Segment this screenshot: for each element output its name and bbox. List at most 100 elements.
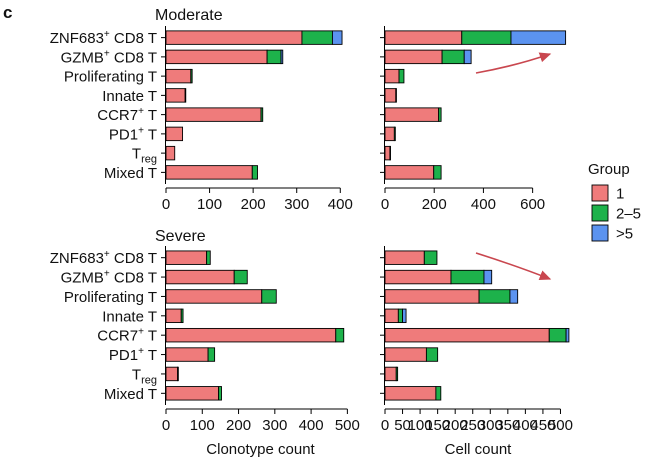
legend: Group 1 2–5 >5 — [588, 161, 641, 243]
legend-label: >5 — [616, 226, 633, 243]
x-tick-label: 300 — [262, 417, 287, 434]
bar-segment-group-1 — [384, 126, 395, 142]
bar-segment-group-1 — [384, 88, 397, 103]
panel-label: c — [3, 3, 12, 22]
bar-segment-group-2 — [184, 88, 187, 103]
bar-segment-group-1 — [384, 165, 435, 180]
bar-segment-group-1 — [384, 366, 397, 382]
category-label: CCR7+ T — [97, 106, 157, 124]
bar-segment-group-2 — [395, 366, 399, 382]
bar-segment-group-2 — [433, 165, 442, 180]
bar-segment-group-1 — [165, 145, 176, 161]
bar-segment-group-2 — [395, 88, 397, 103]
category-label: Mixed T — [104, 386, 157, 403]
legend-label: 2–5 — [616, 206, 641, 223]
bar-segment-group-1 — [165, 126, 184, 142]
bar-segment-group-2 — [177, 366, 179, 382]
bar-segment-group-2 — [435, 386, 442, 401]
x-tick-label: 100 — [197, 196, 222, 213]
x-tick-label: 0 — [162, 196, 170, 213]
bar-segment-group-2 — [398, 68, 405, 84]
bar-segment-group-2 — [261, 289, 277, 304]
bar-segment-group-1 — [384, 327, 550, 343]
bar-segment-group-1 — [384, 289, 480, 304]
bar-segment-group-2 — [461, 30, 512, 45]
bar-segment-group-2 — [233, 269, 248, 285]
bar-segment-group-3 — [463, 49, 472, 65]
category-label: Innate T — [102, 88, 157, 105]
bar-segment-group-1 — [165, 107, 262, 122]
bar-segment-group-2 — [260, 107, 264, 122]
bar-segment-group-3 — [565, 327, 570, 343]
bar-segment-group-2 — [335, 327, 345, 343]
section-title: Severe — [155, 228, 206, 245]
bar-segment-group-2 — [266, 49, 282, 65]
bar-segment-group-1 — [384, 49, 443, 65]
chart-3: Severe ZNF683+ CD8 T GZMB+ CD8 T Proliferat… — [50, 228, 360, 458]
bar-segment-group-2 — [478, 289, 511, 304]
x-axis-title: Cell count — [445, 441, 513, 458]
bar-segment-group-1 — [384, 308, 399, 324]
category-label: GZMB+ CD8 T — [61, 48, 157, 66]
bar-segment-group-2 — [180, 308, 184, 324]
bar-segment-group-2 — [190, 68, 193, 84]
x-tick-label: 150 — [425, 417, 450, 434]
legend-title: Group — [588, 161, 630, 178]
bar-segment-group-1 — [384, 107, 440, 122]
bar-segment-group-1 — [384, 68, 400, 84]
legend-label: 1 — [616, 186, 624, 203]
x-tick-label: 250 — [460, 417, 485, 434]
bar-segment-group-1 — [165, 327, 337, 343]
bar-segment-group-2 — [301, 30, 333, 45]
x-tick-label: 450 — [530, 417, 555, 434]
bar-segment-group-3 — [509, 289, 519, 304]
category-label: Mixed T — [104, 165, 157, 182]
bar-segment-group-3 — [483, 269, 493, 285]
bar-segment-group-1 — [165, 88, 186, 103]
section-title: Moderate — [155, 7, 223, 24]
category-label: ZNF683+ CD8 T — [50, 29, 157, 47]
bar-segment-group-1 — [165, 49, 268, 65]
bar-segment-group-1 — [384, 145, 391, 161]
x-tick-label: 600 — [520, 196, 545, 213]
bar-segment-group-2 — [441, 49, 465, 65]
category-label: Treg — [132, 146, 157, 166]
bar-segment-group-2 — [548, 327, 567, 343]
bar-segment-group-1 — [384, 250, 425, 265]
bar-segment-group-2 — [218, 386, 222, 401]
x-tick-label: 400 — [513, 417, 538, 434]
arrow-annotations — [475, 52, 552, 281]
bar-segment-group-1 — [165, 347, 209, 362]
x-tick-label: 300 — [284, 196, 309, 213]
chart-2: 0 200 400 600 — [380, 26, 567, 213]
bar-segment-group-2 — [438, 107, 442, 122]
bar-segment-group-1 — [165, 30, 303, 45]
bar-segment-group-3 — [280, 49, 284, 65]
x-tick-label: 100 — [408, 417, 433, 434]
bar-segment-group-1 — [165, 68, 192, 84]
category-label: CCR7+ T — [97, 327, 157, 345]
bar-segment-group-1 — [384, 269, 452, 285]
category-label: GZMB+ CD8 T — [61, 269, 157, 287]
bar-segment-group-2 — [450, 269, 485, 285]
bar-segment-group-3 — [510, 30, 567, 45]
x-tick-label: 200 — [226, 417, 251, 434]
x-tick-label: 50 — [394, 417, 411, 434]
bar-segment-group-1 — [165, 366, 179, 382]
bar-segment-group-1 — [165, 250, 208, 265]
x-tick-label: 500 — [548, 417, 573, 434]
bar-segment-group-2 — [251, 165, 258, 180]
x-axis-title: Clonotype count — [206, 441, 315, 458]
category-label: Treg — [132, 366, 157, 386]
category-label: PD1+ T — [109, 125, 157, 143]
bar-segment-group-1 — [384, 30, 463, 45]
bar-segment-group-2 — [389, 145, 391, 161]
bar-segment-group-2 — [397, 308, 403, 324]
curved-arrow-icon — [475, 52, 552, 74]
legend-swatch — [591, 184, 609, 202]
bar-segment-group-2 — [425, 347, 439, 362]
legend-swatch — [591, 224, 609, 242]
curved-arrow-icon — [475, 252, 552, 281]
x-tick-label: 350 — [495, 417, 520, 434]
